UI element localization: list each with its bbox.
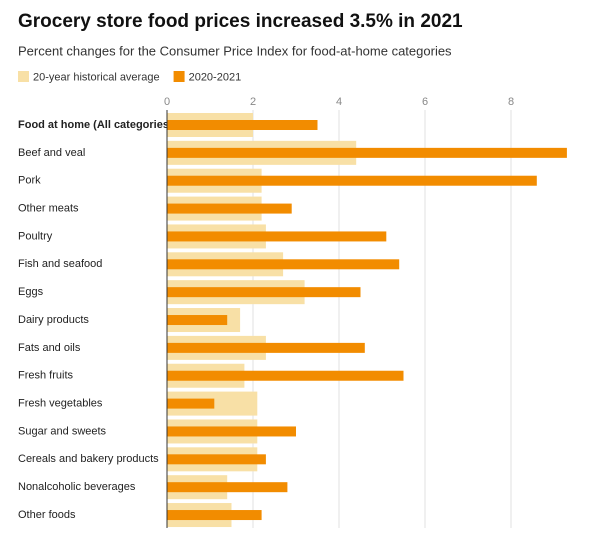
legend-swatch bbox=[173, 71, 185, 82]
y-tick-label: Fats and oils bbox=[18, 342, 81, 354]
bar bbox=[167, 203, 292, 214]
bar bbox=[167, 398, 215, 409]
chart-subtitle: Percent changes for the Consumer Price I… bbox=[18, 43, 452, 58]
y-tick-label: Cereals and bakery products bbox=[18, 453, 159, 465]
bar bbox=[167, 120, 318, 130]
bar bbox=[167, 370, 404, 381]
legend-label: 2020-2021 bbox=[189, 71, 242, 83]
bar bbox=[167, 482, 288, 493]
y-tick-label: Other meats bbox=[18, 202, 79, 214]
y-tick-label: Poultry bbox=[18, 230, 53, 242]
bar bbox=[167, 231, 387, 242]
bar bbox=[167, 342, 365, 353]
bar bbox=[167, 315, 228, 326]
x-tick-label: 0 bbox=[164, 96, 170, 108]
chart-title: Grocery store food prices increased 3.5%… bbox=[18, 11, 463, 32]
y-tick-label: Nonalcoholic beverages bbox=[18, 481, 136, 493]
y-tick-label: Beef and veal bbox=[18, 147, 85, 159]
x-tick-label: 4 bbox=[336, 96, 342, 108]
y-tick-label: Other foods bbox=[18, 509, 76, 521]
bar bbox=[167, 259, 400, 270]
y-tick-label: Eggs bbox=[18, 286, 44, 298]
y-tick-label: Food at home (All categories) bbox=[18, 119, 173, 131]
legend-swatch bbox=[18, 71, 29, 82]
x-tick-label: 2 bbox=[250, 96, 256, 108]
bar bbox=[167, 175, 537, 186]
x-tick-label: 8 bbox=[508, 96, 514, 108]
y-tick-label: Sugar and sweets bbox=[18, 425, 107, 437]
y-tick-label: Fresh fruits bbox=[18, 370, 74, 382]
y-tick-label: Fish and seafood bbox=[18, 258, 102, 270]
bar bbox=[167, 510, 262, 521]
y-tick-label: Pork bbox=[18, 175, 41, 187]
x-tick-label: 6 bbox=[422, 96, 428, 108]
y-tick-label: Fresh vegetables bbox=[18, 398, 103, 410]
bar bbox=[167, 454, 266, 465]
y-tick-label: Dairy products bbox=[18, 314, 89, 326]
legend-label: 20-year historical average bbox=[33, 71, 160, 83]
bar bbox=[167, 426, 296, 437]
bar bbox=[167, 147, 567, 158]
bar bbox=[167, 287, 361, 298]
